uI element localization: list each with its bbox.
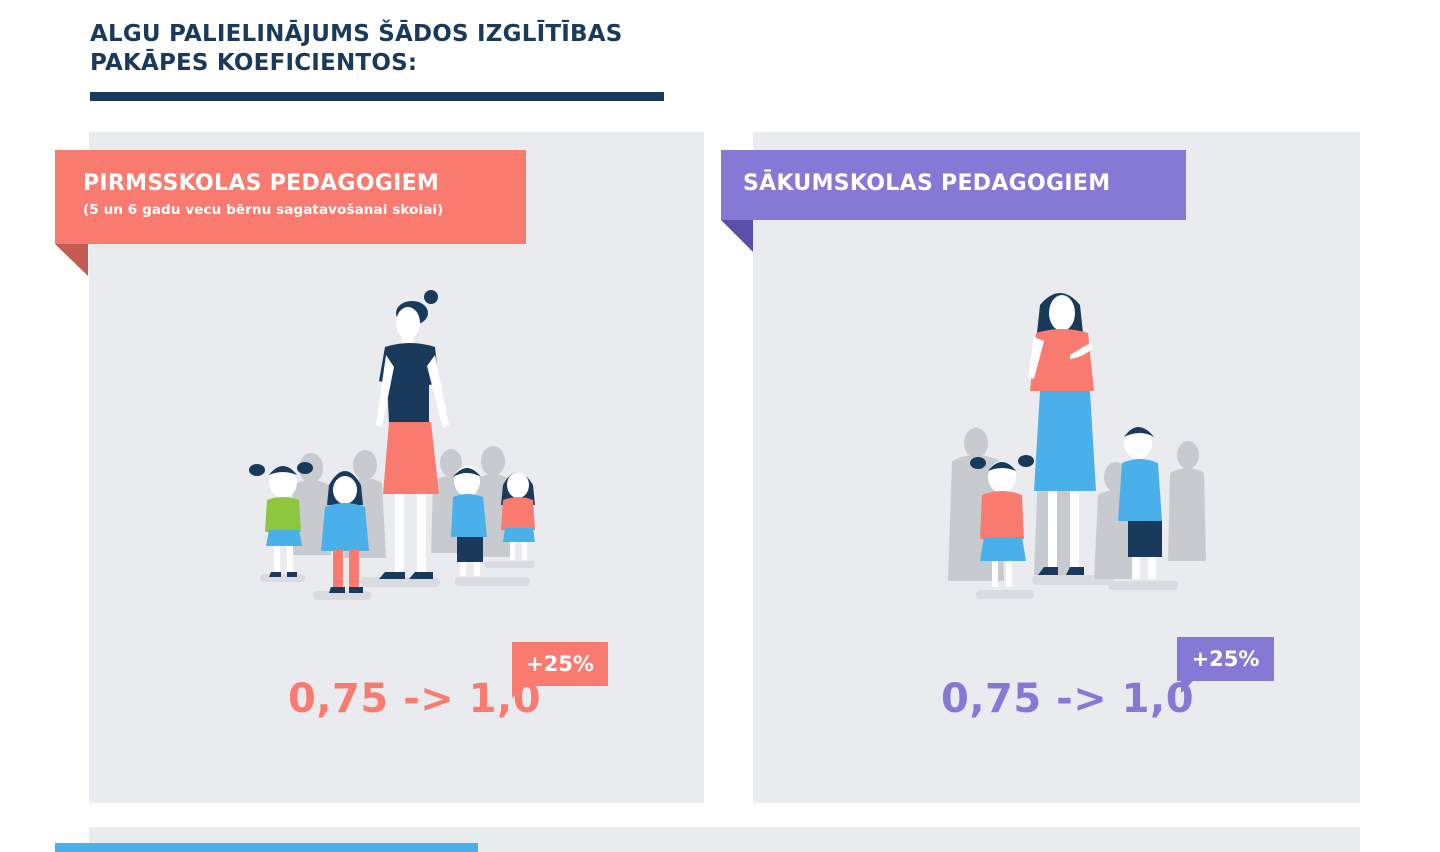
ribbon-primary-school: SĀKUMSKOLAS PEDAGOGIEM — [721, 150, 1186, 220]
title-underline — [90, 92, 664, 101]
page-title-line2: PAKĀPES KOEFICIENTOS: — [90, 50, 418, 76]
increase-badge-tail-preschool — [512, 686, 524, 698]
teacher-with-primary-school-children-illustration — [948, 293, 1206, 599]
ribbon-preschool-title: PIRMSSKOLAS PEDAGOGIEM — [83, 171, 440, 196]
ribbon-fold-left — [55, 244, 88, 276]
ribbon-fold-right — [721, 220, 753, 252]
coefficient-change-preschool: 0,75 -> 1,0 — [288, 676, 542, 722]
page-title: ALGU PALIELINĀJUMS ŠĀDOS IZGLĪTĪBAS PAKĀ… — [90, 20, 710, 78]
ribbon-preschool: PIRMSSKOLAS PEDAGOGIEM (5 un 6 gadu vecu… — [55, 150, 526, 244]
ribbon-preschool-subtitle: (5 un 6 gadu vecu bērnu sagatavošanai sk… — [83, 202, 444, 218]
teacher-with-preschool-children-illustration — [249, 290, 535, 600]
increase-badge-tail-primary-school — [1181, 681, 1193, 693]
page-title-line1: ALGU PALIELINĀJUMS ŠĀDOS IZGLĪTĪBAS — [90, 21, 623, 47]
increase-badge-primary-school: +25% — [1177, 637, 1274, 681]
ribbon-primary-school-title: SĀKUMSKOLAS PEDAGOGIEM — [743, 171, 1111, 196]
ribbon-next — [55, 843, 478, 852]
increase-badge-preschool: +25% — [512, 642, 608, 686]
coefficient-change-primary-school: 0,75 -> 1,0 — [941, 676, 1195, 722]
